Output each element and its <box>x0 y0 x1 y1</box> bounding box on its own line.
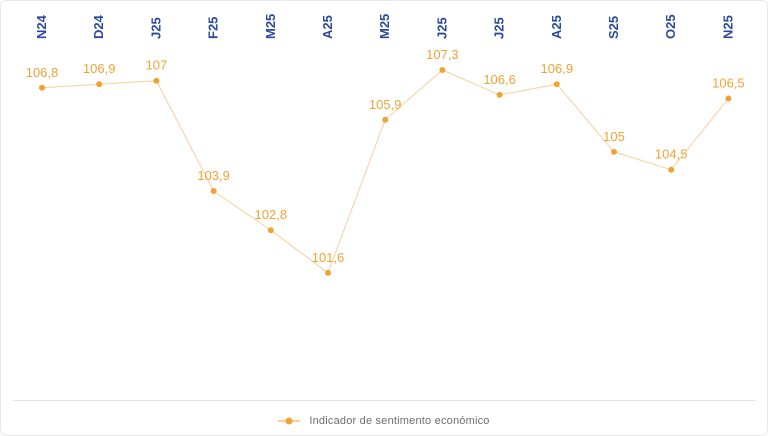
x-axis-label: D24 <box>91 14 106 39</box>
data-point-label: 106,9 <box>83 61 116 76</box>
data-point <box>611 148 617 155</box>
legend: Indicador de sentimento económico <box>1 413 767 429</box>
legend-line-marker-icon <box>278 417 301 425</box>
data-point-label: 105 <box>603 129 625 144</box>
data-point <box>96 81 103 88</box>
x-axis-label: A25 <box>549 15 564 39</box>
data-point <box>210 188 217 194</box>
data-point-label: 106,8 <box>26 65 59 80</box>
x-axis-label: N24 <box>34 14 49 39</box>
data-point-label: 106,6 <box>483 72 516 87</box>
data-point <box>439 67 446 73</box>
x-axis-label: O25 <box>663 14 678 39</box>
data-point <box>668 166 675 173</box>
x-axis-label: J25 <box>492 17 507 39</box>
data-point-label: 106,9 <box>541 61 574 76</box>
x-axis-label: S25 <box>606 16 621 39</box>
x-axis-label: J25 <box>434 17 449 39</box>
x-axis-label: J25 <box>148 17 163 39</box>
line-chart: N24 106,8 D24 106,9 J25 107 F25 103,9 M25 102,8 A2… <box>26 14 745 276</box>
data-point-label: 104,5 <box>655 147 688 162</box>
x-axis-label: M25 <box>263 14 278 39</box>
data-point <box>725 95 732 102</box>
x-axis-label: A25 <box>320 15 335 39</box>
x-axis-line <box>13 400 756 401</box>
data-point <box>496 91 503 98</box>
data-point-label: 102,8 <box>255 207 288 222</box>
data-point <box>553 81 560 88</box>
data-point-label: 107,3 <box>426 47 459 62</box>
data-point-label: 106,5 <box>712 76 745 91</box>
data-point <box>382 116 389 123</box>
data-point-label: 103,9 <box>197 168 230 183</box>
data-point-label: 107 <box>146 58 168 73</box>
x-axis-label: N25 <box>720 15 735 39</box>
legend-dot-icon <box>285 417 293 425</box>
data-point-label: 105,9 <box>369 97 402 112</box>
data-point <box>39 84 45 91</box>
data-point <box>153 77 160 84</box>
x-axis-label: F25 <box>206 17 221 39</box>
data-point <box>325 269 331 276</box>
data-point <box>267 227 274 234</box>
x-axis-label: M25 <box>377 14 392 39</box>
data-point-label: 101,6 <box>312 250 345 265</box>
legend-label: Indicador de sentimento económico <box>309 415 490 427</box>
